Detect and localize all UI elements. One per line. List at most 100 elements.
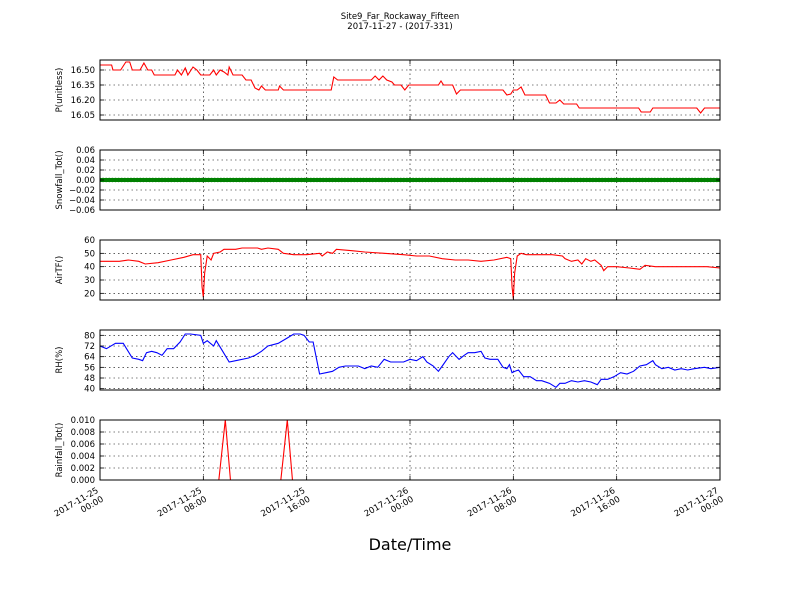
panel-rainfall-series-line <box>100 420 720 480</box>
panel-snowfall-point-65 <box>299 177 304 183</box>
panel-snowfall-point-167 <box>615 177 620 183</box>
panel-rh-ytick-label-4: 72 <box>84 342 95 352</box>
panel-snowfall-point-54 <box>265 177 270 183</box>
panel-rainfall-ytick-label-5: 0.010 <box>71 416 95 426</box>
panel-snowfall-point-91 <box>379 177 385 183</box>
panel-snowfall-point-113 <box>448 177 453 183</box>
panel-snowfall-point-42 <box>228 177 233 183</box>
panel-snowfall-point-129 <box>497 177 503 183</box>
panel-snowfall-point-121 <box>472 177 478 183</box>
panel-snowfall-point-101 <box>410 177 416 183</box>
panel-snowfall-point-78 <box>339 177 344 183</box>
panel-snowfall-markers <box>100 177 720 183</box>
panel-snowfall-point-43 <box>231 177 236 183</box>
panel-rainfall-ytick-label-1: 0.002 <box>71 464 95 474</box>
panel-snowfall-point-149 <box>559 177 565 183</box>
panel-snowfall: −0.06−0.04−0.020.000.020.040.06 Snowfall_… <box>55 146 721 216</box>
panel-snowfall-point-48 <box>246 177 251 183</box>
panel-snowfall-point-81 <box>348 177 354 183</box>
panel-snowfall-point-93 <box>386 177 391 183</box>
panel-snowfall-point-23 <box>169 177 174 183</box>
panel-snowfall-point-164 <box>606 177 611 183</box>
panel-airtemp: 20 30 40 50 60 AirTF() <box>55 236 721 301</box>
panel-snowfall-ytick-label-4: 0.02 <box>76 166 95 176</box>
panel-rh-ytick-label-0: 40 <box>84 385 95 395</box>
panel-snowfall-point-24 <box>172 177 177 183</box>
panel-snowfall-point-99 <box>404 177 410 183</box>
panel-snowfall-point-157 <box>584 177 589 183</box>
panel-snowfall-point-97 <box>398 177 403 183</box>
panel-rainfall-ytick-label-2: 0.004 <box>71 452 95 462</box>
panel-snowfall-point-110 <box>438 177 444 183</box>
panel-snowfall-point-9 <box>125 177 131 183</box>
panel-snowfall-point-11 <box>131 177 137 183</box>
panel-snowfall-point-146 <box>550 177 555 183</box>
panel-snowfall-point-98 <box>401 177 406 183</box>
panel-snowfall-ytick-label-5: 0.04 <box>76 156 95 166</box>
panel-snowfall-point-176 <box>643 177 648 183</box>
panel-snowfall-point-19 <box>156 177 162 183</box>
panel-snowfall-point-138 <box>525 177 530 183</box>
panel-snowfall-point-178 <box>649 177 654 183</box>
panel-snowfall-point-153 <box>572 177 577 183</box>
panel-snowfall-point-120 <box>469 177 475 183</box>
panel-snowfall-point-21 <box>162 177 168 183</box>
panel-rh-series-line <box>100 333 720 389</box>
panel-snowfall-point-59 <box>280 177 286 183</box>
panel-snowfall-point-189 <box>683 177 689 183</box>
panel-snowfall-point-131 <box>503 177 509 183</box>
panel-snowfall-point-49 <box>249 177 255 183</box>
panel-snowfall-ytick-label-2: −0.02 <box>69 186 95 196</box>
panel-snowfall-point-12 <box>135 177 140 183</box>
panel-snowfall-point-162 <box>600 177 605 183</box>
panel-rh-ylabel: RH(%) <box>55 346 65 373</box>
panel-snowfall-point-104 <box>420 177 425 183</box>
panel-snowfall-point-137 <box>522 177 527 183</box>
panel-snowfall-point-15 <box>144 177 149 183</box>
panel-snowfall-point-34 <box>203 177 208 183</box>
panel-snowfall-point-13 <box>138 177 143 183</box>
panel-snowfall-point-190 <box>686 177 692 183</box>
panel-snowfall-point-156 <box>581 177 586 183</box>
panel-snowfall-point-174 <box>637 177 642 183</box>
panel-snowfall-point-52 <box>259 177 264 183</box>
panel-snowfall-point-31 <box>193 177 199 183</box>
panel-snowfall-point-126 <box>488 177 493 183</box>
panel-snowfall-point-198 <box>711 177 716 183</box>
panel-snowfall-point-102 <box>414 177 419 183</box>
panel-snowfall-point-197 <box>708 177 713 183</box>
panel-snowfall-point-14 <box>141 177 146 183</box>
panel-pressure-ytick-label-2: 16.35 <box>71 81 95 91</box>
panel-snowfall-point-163 <box>603 177 608 183</box>
panel-airtemp-series-line <box>100 247 720 299</box>
panel-airtemp-ylabel: AirTF() <box>55 256 65 284</box>
panel-pressure-ylabel: P(unitless) <box>55 68 65 113</box>
panel-snowfall-point-127 <box>491 177 496 183</box>
panels-group: 16.0516.2016.3516.50P(unitless)−0.06−0.0… <box>55 59 721 486</box>
panel-snowfall-point-103 <box>417 177 422 183</box>
panel-snowfall-point-173 <box>634 177 639 183</box>
panel-snowfall-point-75 <box>330 177 335 183</box>
panel-snowfall-point-28 <box>184 177 189 183</box>
panel-pressure-series-line <box>100 61 720 114</box>
panel-snowfall-point-85 <box>361 177 366 183</box>
panel-snowfall-point-67 <box>305 177 310 183</box>
panel-snowfall-point-144 <box>544 177 549 183</box>
panel-rainfall-ytick-label-0: 0.000 <box>71 476 95 486</box>
panel-snowfall-point-114 <box>451 177 456 183</box>
panel-snowfall-point-128 <box>494 177 499 183</box>
panel-snowfall-point-10 <box>128 177 134 183</box>
panel-snowfall-point-183 <box>665 177 670 183</box>
panel-snowfall-point-135 <box>516 177 521 183</box>
panel-snowfall-point-32 <box>197 177 202 183</box>
panel-snowfall-point-40 <box>221 177 227 183</box>
panel-snowfall-point-66 <box>302 177 307 183</box>
panel-snowfall-point-106 <box>426 177 431 183</box>
panel-rh-ytick-label-1: 48 <box>84 374 95 384</box>
panel-snowfall-point-185 <box>671 177 676 183</box>
panel-snowfall-point-37 <box>212 177 217 183</box>
panel-snowfall-point-61 <box>286 177 292 183</box>
panel-snowfall-point-45 <box>237 177 242 183</box>
panel-snowfall-point-22 <box>166 177 171 183</box>
